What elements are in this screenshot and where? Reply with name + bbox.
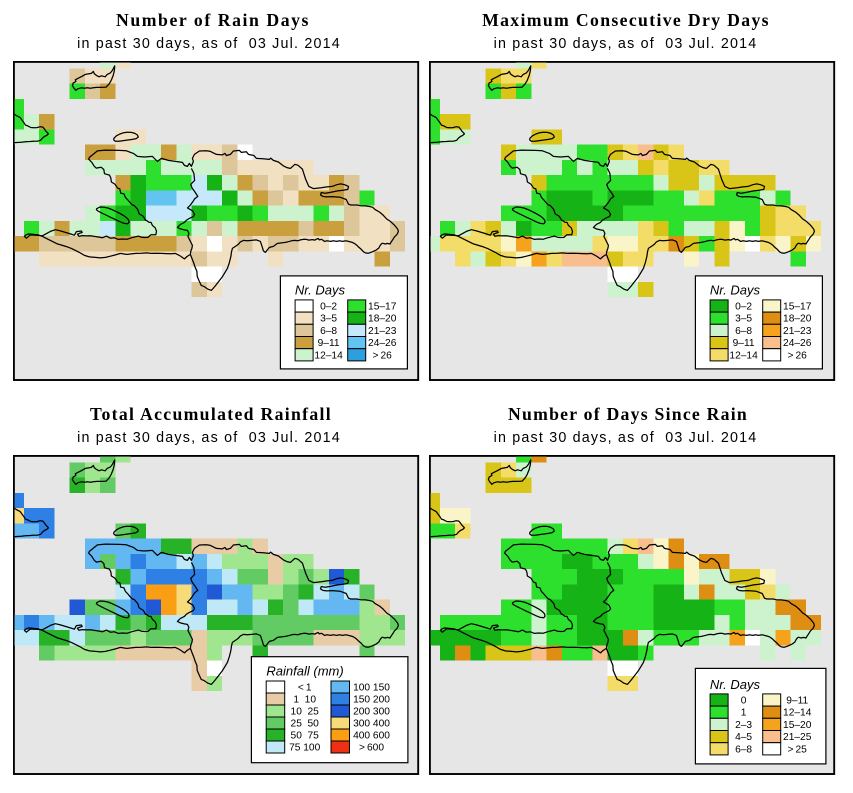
svg-text:400 600: 400 600 [353,731,390,742]
svg-text:24–26: 24–26 [368,338,397,349]
svg-text:> 26: > 26 [787,350,807,361]
svg-text:9–11: 9–11 [786,696,808,707]
svg-text:100 150: 100 150 [353,683,390,694]
svg-text:4–5: 4–5 [735,732,752,743]
svg-text:1: 1 [740,708,746,719]
svg-text:6–8: 6–8 [735,744,752,755]
svg-text:9–11: 9–11 [318,338,340,349]
svg-text:> 25: > 25 [787,744,807,755]
svg-text:Rainfall (mm): Rainfall (mm) [266,664,343,679]
svg-text:50 75: 50 75 [291,731,320,742]
svg-text:18–20: 18–20 [783,314,812,325]
svg-text:18–20: 18–20 [368,314,397,325]
svg-text:12–14: 12–14 [314,350,343,361]
svg-text:10 25: 10 25 [291,707,320,718]
svg-text:15–17: 15–17 [368,302,397,313]
svg-text:> 600: > 600 [359,743,384,754]
svg-text:21–23: 21–23 [368,326,397,337]
svg-text:2–3: 2–3 [735,720,752,731]
svg-text:21–23: 21–23 [783,326,812,337]
svg-text:150 200: 150 200 [353,695,390,706]
svg-text:300 400: 300 400 [353,719,390,730]
svg-text:6–8: 6–8 [735,326,752,337]
svg-text:0–2: 0–2 [735,302,752,313]
svg-text:15–17: 15–17 [783,302,812,313]
svg-text:6–8: 6–8 [320,326,337,337]
svg-text:12–14: 12–14 [783,708,812,719]
svg-text:3–5: 3–5 [735,314,752,325]
svg-text:21–25: 21–25 [783,732,812,743]
svg-text:3–5: 3–5 [320,314,337,325]
svg-text:200 300: 200 300 [353,707,390,718]
svg-text:12–14: 12–14 [729,350,758,361]
svg-text:24–26: 24–26 [783,338,812,349]
svg-text:Nr. Days: Nr. Days [709,677,760,692]
svg-text:15–20: 15–20 [783,720,812,731]
svg-text:1 10: 1 10 [293,695,316,706]
svg-text:0–2: 0–2 [320,302,337,313]
svg-text:< 1: < 1 [298,683,312,694]
svg-text:9–11: 9–11 [732,338,754,349]
svg-text:0: 0 [740,696,746,707]
svg-text:Nr. Days: Nr. Days [295,282,346,297]
svg-text:25 50: 25 50 [291,719,320,730]
svg-text:75 100: 75 100 [289,743,320,754]
svg-text:Nr. Days: Nr. Days [709,282,760,297]
svg-text:> 26: > 26 [373,350,393,361]
